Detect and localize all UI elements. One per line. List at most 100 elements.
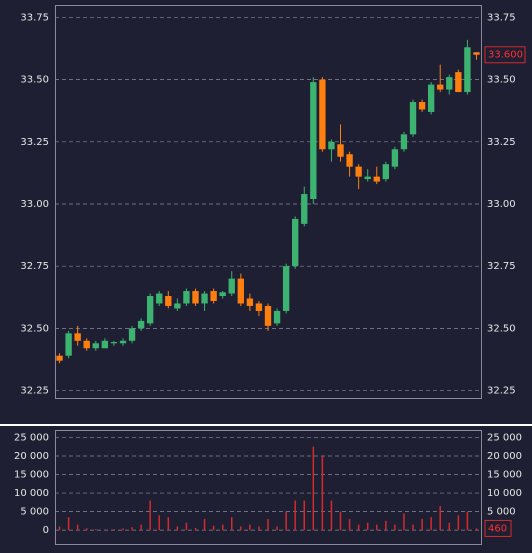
volume-bar (430, 517, 432, 531)
volume-bar (104, 529, 106, 531)
y-tick-label-left: 33.00 (20, 199, 49, 210)
candle-body (364, 176, 371, 180)
volume-bar (85, 528, 88, 531)
candle-body (355, 166, 362, 177)
candle-body (391, 149, 399, 167)
volume-tick-label-right: 5 000 (487, 507, 516, 518)
candle-body (292, 218, 299, 267)
volume-bar (321, 455, 324, 531)
volume-tick-label-right: 20 000 (487, 451, 522, 462)
volume-bar (466, 511, 469, 531)
volume-bar (140, 524, 142, 531)
candle-body (437, 84, 444, 90)
volume-bar (113, 529, 115, 531)
candle-body (409, 102, 417, 135)
volume-tick-label-right: 10 000 (487, 488, 522, 499)
y-tick-label-right: 32.75 (487, 261, 516, 272)
candle-body (418, 102, 426, 110)
y-tick-label-right: 33.50 (487, 75, 516, 86)
candle-body (264, 305, 272, 326)
volume-bar (348, 519, 351, 531)
candle-body (237, 278, 244, 304)
volume-bar (457, 515, 460, 531)
volume-tick-label-left: 25 000 (14, 432, 49, 443)
y-tick-label-left: 33.75 (20, 12, 49, 23)
candle-body (219, 292, 226, 297)
candle-body (255, 303, 263, 311)
volume-bar (267, 519, 269, 531)
candle-body (400, 134, 408, 150)
last-volume-label: 460 (488, 523, 507, 534)
volume-tick-label-right: 15 000 (487, 470, 522, 481)
candle-body (373, 176, 380, 182)
candle-body (137, 320, 145, 329)
candle-body (65, 333, 72, 356)
candle-body (301, 194, 308, 224)
volume-bar (421, 519, 423, 531)
volume-bar (330, 500, 333, 531)
volume-bar (67, 517, 70, 531)
volume-bar (285, 511, 287, 531)
volume-bar (76, 524, 79, 531)
last-volume-box (484, 519, 512, 537)
candle-body (210, 291, 217, 301)
volume-panel (55, 430, 482, 545)
last-price-label: 33.600 (488, 50, 523, 61)
candle-body (165, 296, 172, 306)
y-tick-label-right: 33.00 (487, 199, 516, 210)
volume-bar (158, 515, 160, 531)
y-tick-label-right: 32.50 (487, 323, 516, 334)
y-tick-label-right: 33.75 (487, 12, 516, 23)
y-tick-label-left: 32.50 (20, 323, 49, 334)
volume-tick-label-left: 0 (43, 525, 49, 536)
candle-body (310, 82, 317, 200)
volume-bar (249, 524, 251, 531)
volume-bar (412, 524, 414, 531)
candle-body (427, 84, 435, 112)
candle-body (382, 164, 390, 180)
volume-bar (394, 524, 396, 531)
candle-body (228, 278, 235, 294)
candle-body (246, 298, 254, 306)
volume-bar (294, 500, 296, 531)
volume-bar (167, 517, 170, 531)
volume-bar (403, 513, 405, 531)
y-tick-label-left: 33.25 (20, 137, 49, 148)
candle-body (319, 79, 326, 150)
candle-body (83, 340, 90, 349)
candle-body (282, 266, 290, 311)
last-price-box (484, 46, 526, 64)
candle-body (328, 141, 335, 150)
candle-body (346, 154, 353, 167)
volume-tick-label-left: 5 000 (20, 507, 49, 518)
volume-bar (185, 522, 188, 531)
candle-body (119, 340, 127, 344)
candle-body (273, 310, 281, 324)
volume-tick-label-left: 10 000 (14, 488, 49, 499)
volume-bar (176, 526, 179, 531)
volume-tick-label-right: 25 000 (487, 432, 522, 443)
volume-tick-label-left: 15 000 (14, 470, 49, 481)
price-panel (55, 5, 482, 399)
y-tick-label-left: 32.75 (20, 261, 49, 272)
candle-body (446, 77, 453, 90)
candle-body (183, 291, 190, 304)
candle-body (56, 355, 63, 361)
volume-bar (240, 526, 242, 531)
volume-bar (194, 527, 197, 531)
candle-body (110, 342, 118, 344)
volume-bar (475, 528, 478, 531)
y-tick-label-right: 33.25 (487, 137, 516, 148)
volume-bar (303, 500, 306, 531)
candle-body (473, 52, 480, 55)
volume-bar (258, 526, 260, 531)
candle-body (128, 328, 136, 341)
y-tick-label-left: 32.25 (20, 386, 49, 397)
candle-body (92, 343, 99, 349)
candle-body (101, 340, 109, 349)
volume-bar (366, 522, 369, 531)
volume-bar (131, 527, 133, 531)
candle-body (74, 333, 81, 341)
